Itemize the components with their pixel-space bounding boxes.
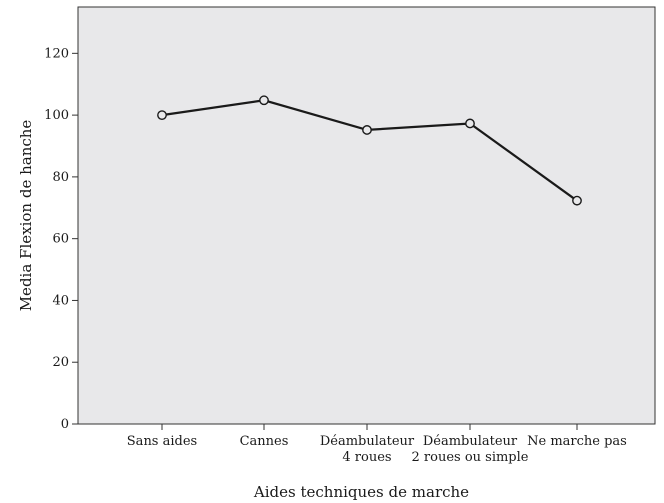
data-markers xyxy=(157,95,582,206)
data-point xyxy=(362,125,372,135)
y-tick-label: 0 xyxy=(61,417,69,432)
x-tick-label: Ne marche pas xyxy=(527,434,627,449)
y-axis-label: Media Flexion de hanche xyxy=(17,120,35,312)
data-point xyxy=(157,110,167,121)
y-axis: 0 20 40 60 80 100 120 xyxy=(44,7,79,432)
x-axis-label: Aides techniques de marche xyxy=(253,483,469,501)
data-point xyxy=(259,95,269,106)
data-point xyxy=(572,195,582,206)
x-tick-label: Sans aides xyxy=(127,434,197,449)
y-tick-label: 120 xyxy=(44,46,69,61)
y-tick-label: 40 xyxy=(52,293,69,308)
plot-area xyxy=(77,6,656,425)
x-tick-label: Déambulateur 2 roues ou simple xyxy=(412,434,529,465)
x-tick-label: Cannes xyxy=(240,434,289,449)
x-tick-label: Déambulateur 4 roues xyxy=(320,434,415,465)
x-axis: Sans aides Cannes Déambulateur 4 rouesDéamb… xyxy=(78,423,655,465)
y-tick-label: 80 xyxy=(52,170,69,185)
y-tick-label: 100 xyxy=(44,108,69,123)
y-tick-label: 60 xyxy=(52,232,69,247)
y-tick-label: 20 xyxy=(52,355,69,370)
data-point xyxy=(465,118,475,129)
